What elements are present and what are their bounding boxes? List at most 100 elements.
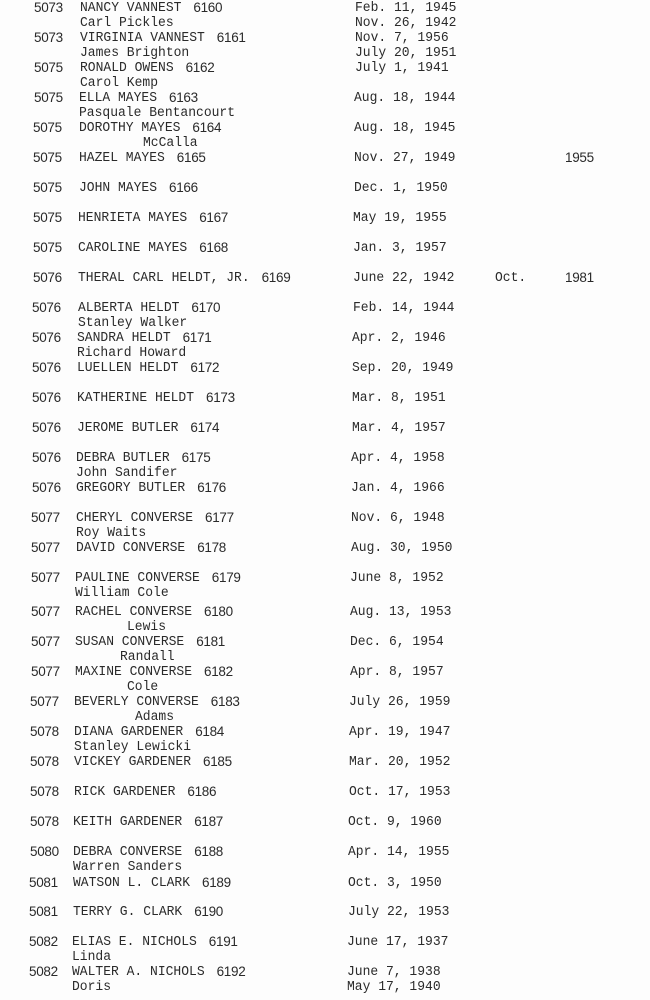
family-number: 5078 xyxy=(30,813,59,830)
person-id: 6169 xyxy=(261,269,291,286)
spouse-name: Lewis xyxy=(127,618,167,635)
family-number: 5076 xyxy=(32,359,61,376)
spouse-name: McCalla xyxy=(143,134,198,151)
birth-date: Feb. 11, 1945 xyxy=(355,0,457,16)
family-number: 5082 xyxy=(29,933,58,950)
death-year: 1981 xyxy=(565,269,594,286)
person-id: 6180 xyxy=(204,603,233,620)
family-number: 5077 xyxy=(31,603,60,620)
family-number: 5081 xyxy=(29,874,58,891)
birth-date: Nov. 6, 1948 xyxy=(351,509,445,526)
person-id: 6161 xyxy=(216,29,246,46)
family-number: 5076 xyxy=(32,299,61,316)
person-id: 6162 xyxy=(185,59,215,76)
family-number: 5076 xyxy=(33,269,62,286)
family-number: 5077 xyxy=(31,569,60,586)
birth-date: July 1, 1941 xyxy=(355,59,449,76)
spouse-name: Carl Pickles xyxy=(80,14,174,31)
person-name: CAROLINE MAYES xyxy=(78,239,188,256)
person-id: 6177 xyxy=(205,509,234,526)
person-name: SUSAN CONVERSE xyxy=(75,633,185,650)
birth-date: Aug. 13, 1953 xyxy=(350,603,452,620)
person-id: 6192 xyxy=(216,963,246,980)
family-number: 5075 xyxy=(33,149,62,166)
person-id: 6165 xyxy=(176,149,206,166)
family-number: 5075 xyxy=(34,89,63,106)
birth-date: Oct. 3, 1950 xyxy=(348,874,442,891)
person-name: PAULINE CONVERSE xyxy=(75,569,200,586)
person-id: 6163 xyxy=(169,89,198,106)
birth-date: Apr. 8, 1957 xyxy=(350,663,444,680)
person-id: 6176 xyxy=(197,479,227,496)
family-number: 5076 xyxy=(32,389,61,406)
family-number: 5076 xyxy=(32,329,61,346)
person-name: JEROME BUTLER xyxy=(77,419,179,436)
birth-date: Nov. 7, 1956 xyxy=(355,29,449,46)
birth-date: Jan. 3, 1957 xyxy=(353,239,447,256)
person-id: 6182 xyxy=(204,663,233,680)
person-name: GREGORY BUTLER xyxy=(76,479,186,496)
family-number: 5081 xyxy=(29,903,58,920)
person-id: 6171 xyxy=(182,329,212,346)
person-id: 6172 xyxy=(190,359,220,376)
person-name: WATSON L. CLARK xyxy=(73,874,191,891)
spouse-name: Cole xyxy=(127,678,159,695)
person-name: ELLA MAYES xyxy=(79,89,158,106)
spouse-name: John Sandifer xyxy=(76,464,178,481)
person-name: DIANA GARDENER xyxy=(74,723,184,740)
person-name: VIRGINIA VANNEST xyxy=(80,29,205,46)
person-id: 6167 xyxy=(199,209,229,226)
death-month: Oct. xyxy=(495,269,527,286)
spouse-birth-date: July 20, 1951 xyxy=(355,44,457,61)
family-number: 5077 xyxy=(30,693,59,710)
family-number: 5076 xyxy=(32,419,61,436)
birth-date: Apr. 2, 1946 xyxy=(352,329,446,346)
spouse-name: William Cole xyxy=(75,584,169,601)
person-id: 6185 xyxy=(203,753,232,770)
birth-date: June 17, 1937 xyxy=(347,933,449,950)
family-number: 5075 xyxy=(33,209,62,226)
birth-date: Nov. 27, 1949 xyxy=(354,149,456,166)
spouse-name: Roy Waits xyxy=(76,524,147,541)
birth-date: June 8, 1952 xyxy=(350,569,444,586)
person-id: 6189 xyxy=(202,874,231,891)
person-name: LUELLEN HELDT xyxy=(77,359,179,376)
birth-date: Dec. 6, 1954 xyxy=(350,633,444,650)
person-id: 6178 xyxy=(197,539,227,556)
person-id: 6186 xyxy=(187,783,217,800)
birth-date: June 7, 1938 xyxy=(347,963,441,980)
family-number: 5075 xyxy=(34,59,63,76)
family-number: 5077 xyxy=(31,663,60,680)
person-name: WALTER A. NICHOLS xyxy=(72,963,205,980)
person-name: DOROTHY MAYES xyxy=(79,119,181,136)
birth-date: Mar. 4, 1957 xyxy=(352,419,446,436)
birth-date: Mar. 8, 1951 xyxy=(352,389,446,406)
birth-date: Aug. 18, 1945 xyxy=(354,119,456,136)
person-id: 6183 xyxy=(210,693,240,710)
family-number: 5075 xyxy=(33,119,62,136)
person-id: 6191 xyxy=(208,933,238,950)
person-name: VICKEY GARDENER xyxy=(74,753,192,770)
family-number: 5077 xyxy=(31,509,60,526)
birth-date: Dec. 1, 1950 xyxy=(354,179,448,196)
family-number: 5076 xyxy=(32,449,61,466)
person-id: 6175 xyxy=(181,449,211,466)
family-number: 5076 xyxy=(32,479,61,496)
spouse-name: Randall xyxy=(120,648,175,665)
family-number: 5075 xyxy=(33,239,62,256)
spouse-name: Linda xyxy=(72,948,112,965)
person-name: RACHEL CONVERSE xyxy=(75,603,193,620)
death-year: 1955 xyxy=(565,149,594,166)
birth-date: Aug. 18, 1944 xyxy=(354,89,456,106)
family-number: 5073 xyxy=(34,29,63,46)
person-name: KEITH GARDENER xyxy=(73,813,183,830)
spouse-name: Stanley Lewicki xyxy=(74,738,192,755)
birth-date: Oct. 9, 1960 xyxy=(348,813,442,830)
person-name: DEBRA BUTLER xyxy=(76,449,170,466)
person-name: BEVERLY CONVERSE xyxy=(74,693,199,710)
spouse-name: James Brighton xyxy=(80,44,190,61)
person-id: 6190 xyxy=(194,903,224,920)
spouse-birth-date: May 17, 1940 xyxy=(347,978,441,995)
person-name: HENRIETA MAYES xyxy=(78,209,188,226)
